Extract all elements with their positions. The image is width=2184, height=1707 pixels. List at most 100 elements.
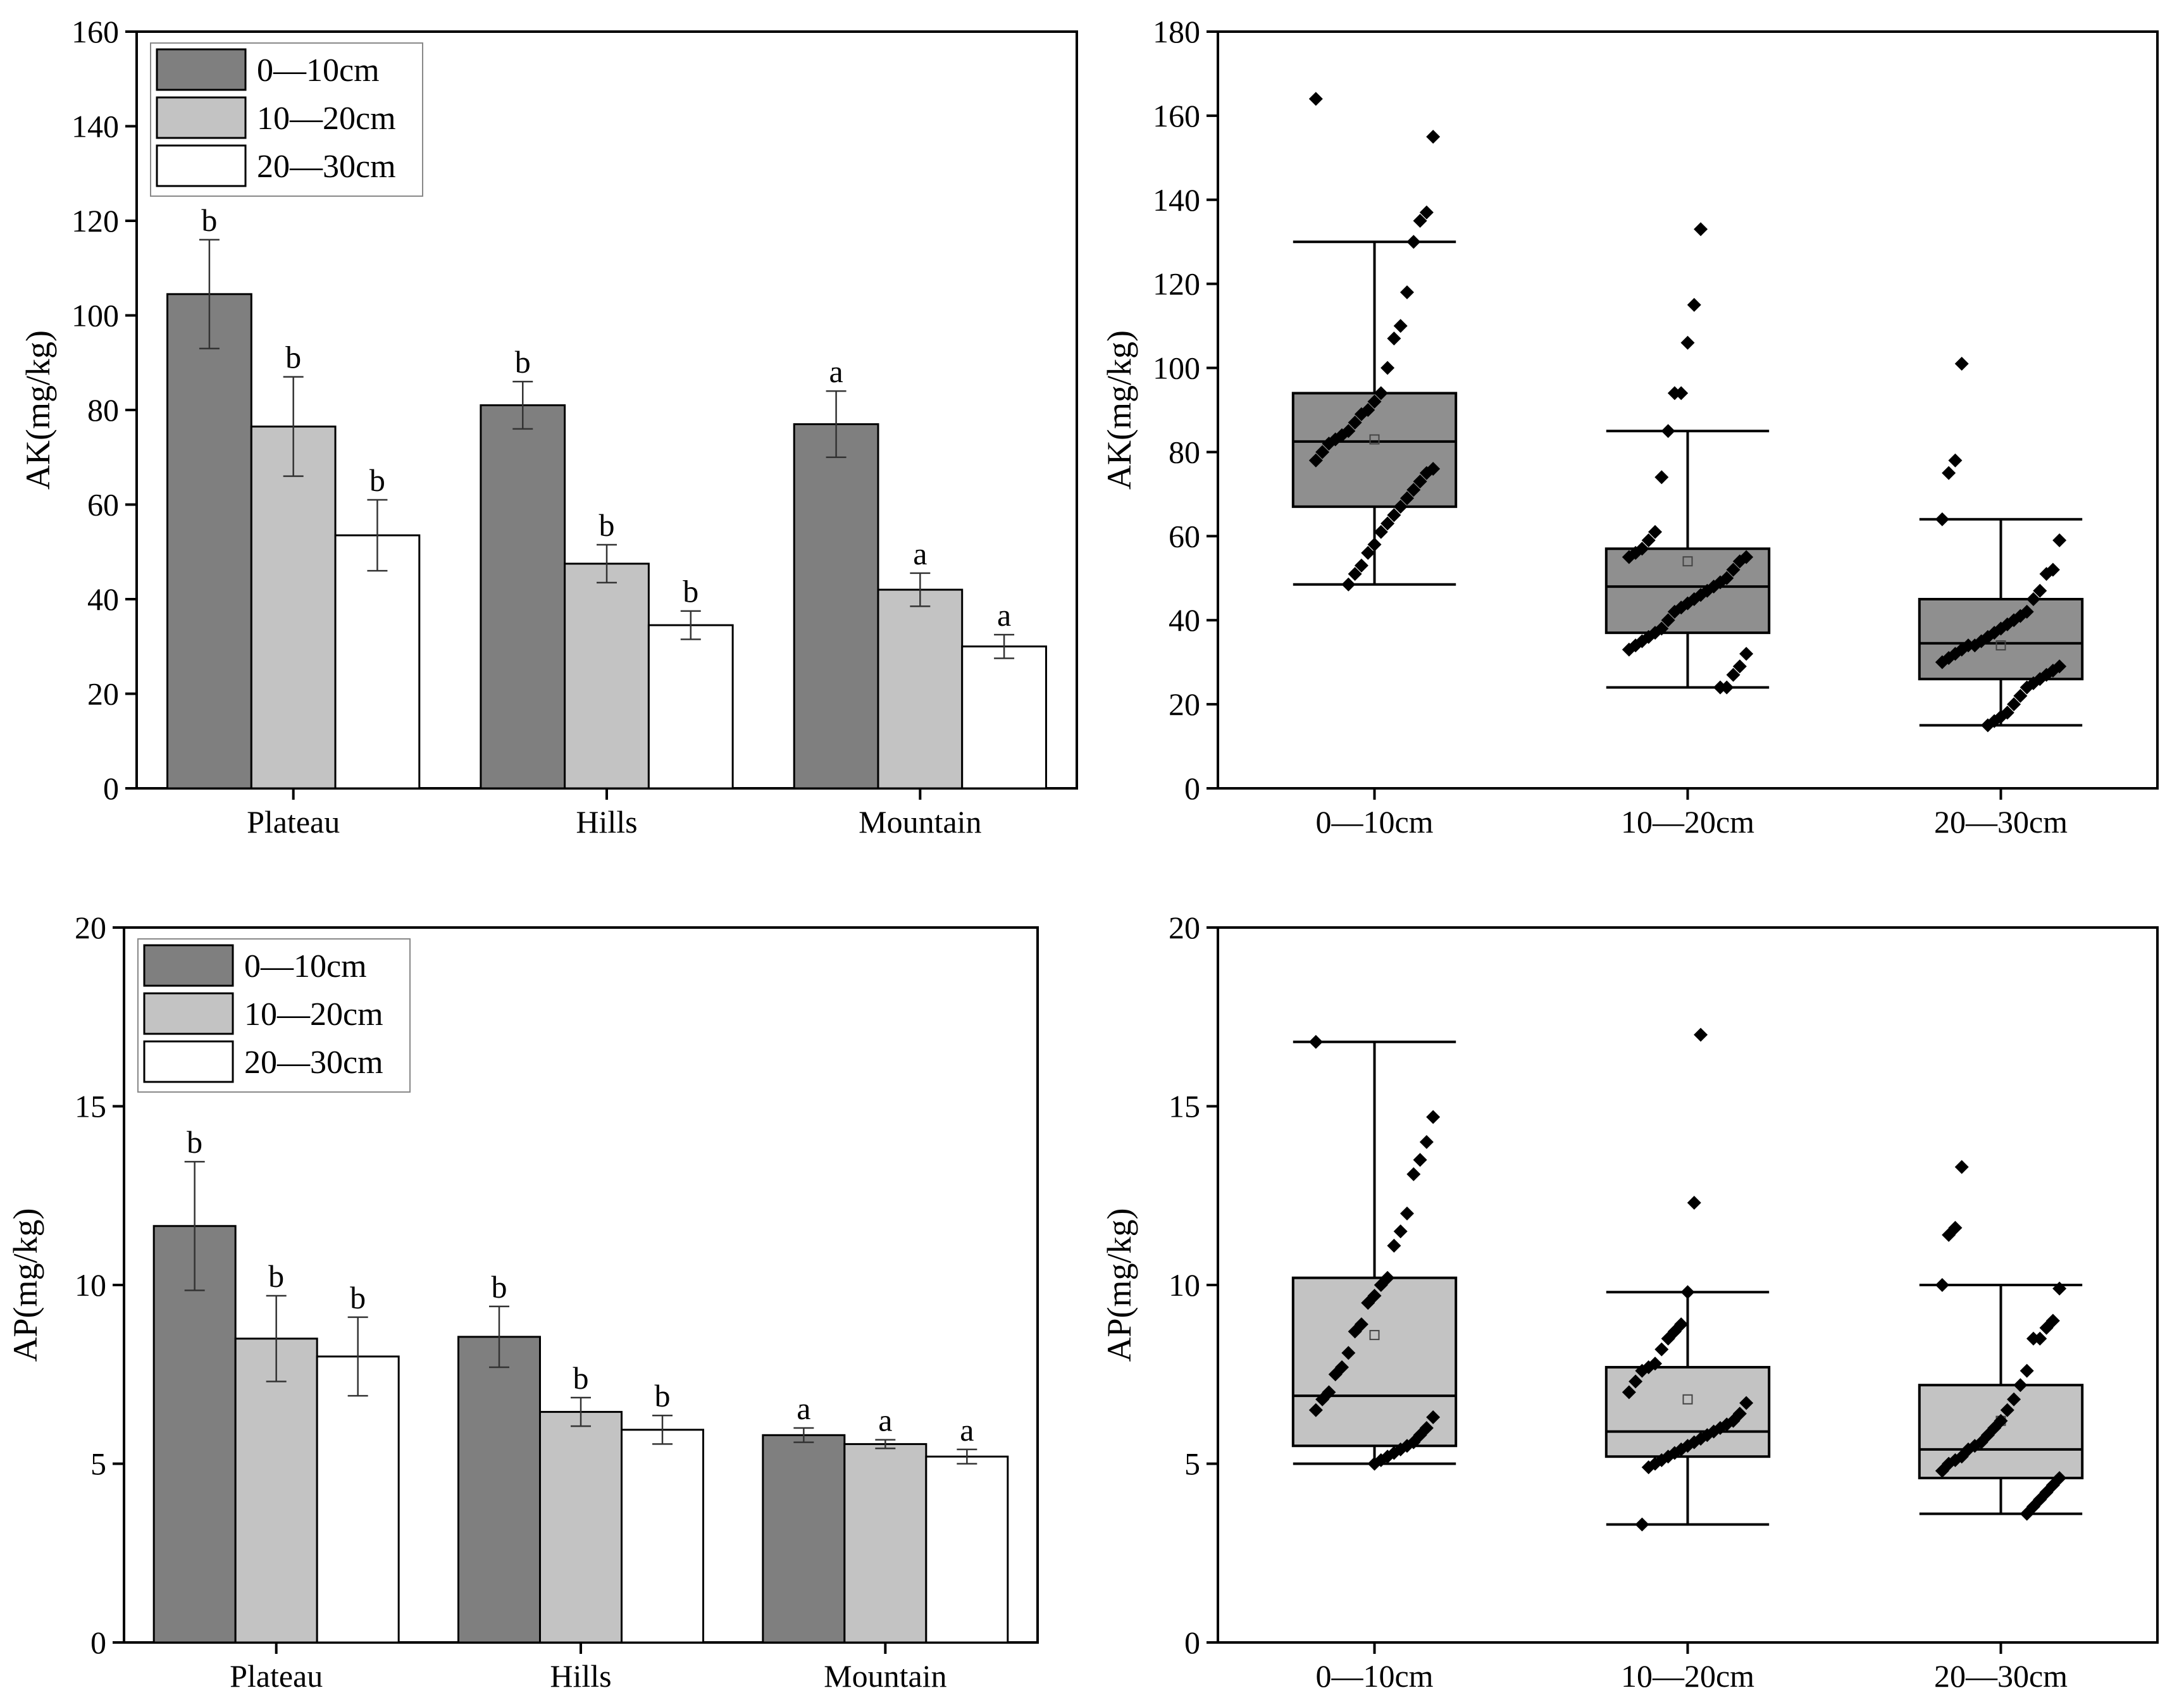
data-point (1667, 604, 1682, 619)
significance-letter: a (829, 354, 843, 389)
data-point (1622, 642, 1636, 657)
bar (961, 645, 1047, 790)
y-tick-label: 0 (1184, 771, 1200, 806)
data-point (1419, 466, 1434, 480)
bar (877, 588, 964, 790)
legend-entry: 0—10cm (244, 948, 367, 984)
data-point (1954, 1160, 1969, 1174)
y-tick-label: 40 (1169, 602, 1200, 638)
legend-swatch (156, 96, 247, 139)
y-tick-label: 0 (103, 771, 119, 806)
data-point (1348, 1324, 1362, 1339)
y-tick-label: 15 (1169, 1089, 1200, 1124)
significance-letter: b (268, 1258, 284, 1294)
bar (539, 1411, 623, 1644)
data-point (1315, 1392, 1330, 1406)
data-point (1413, 214, 1427, 228)
y-tick-label: 20 (1169, 686, 1200, 722)
y-tick-label: 80 (87, 392, 119, 428)
bar (250, 425, 337, 790)
bar (334, 534, 421, 790)
data-point (1381, 516, 1395, 531)
y-tick-label: 10 (1169, 1267, 1200, 1303)
data-point (1374, 525, 1388, 539)
data-point (1393, 1224, 1408, 1239)
significance-letter: b (369, 462, 385, 498)
y-axis-label: AP(mg/kg) (6, 1208, 44, 1362)
data-point (1406, 483, 1421, 497)
data-point (2020, 1506, 2034, 1521)
data-point (2033, 583, 2047, 598)
significance-letter: b (492, 1269, 507, 1305)
data-point (1308, 1403, 1323, 1417)
bar (166, 293, 252, 790)
legend-entry: 10—20cm (244, 996, 383, 1033)
data-point (1694, 1027, 1708, 1042)
data-point (1687, 1196, 1701, 1210)
data-point (2000, 1403, 2014, 1417)
data-point (2007, 1392, 2021, 1406)
data-point (1381, 361, 1395, 375)
legend-swatch (143, 992, 234, 1035)
x-tick-label: 10—20cm (1621, 804, 1754, 840)
data-point (1635, 1363, 1649, 1378)
data-point (1393, 319, 1408, 333)
data-point (1935, 655, 1949, 669)
y-tick-label: 0 (1184, 1625, 1200, 1660)
data-point (1935, 1278, 1949, 1292)
data-point (1739, 1396, 1754, 1410)
data-point (1661, 613, 1675, 628)
data-point (1406, 1167, 1421, 1181)
data-point (1635, 1517, 1649, 1532)
x-tick-label: 20—30cm (1934, 804, 2068, 840)
box-plot-top-right: 0 20 40 60 80 100 120 140 160 180 AK(mg/kg) 0—10cm 1… (1100, 14, 2159, 840)
data-point (1661, 1331, 1675, 1346)
legend-entry: 10—20cm (257, 101, 396, 137)
data-point (1393, 499, 1408, 514)
y-tick-label: 5 (90, 1446, 106, 1482)
bar-chart-bottom-left: 0 5 10 15 20 AP(mg/kg) Plateau b b b Hills b b b Mount… (6, 910, 1039, 1694)
box-plot-bottom-right: 0 5 10 15 20 AP(mg/kg) 0—10cm 10—20cm 20—30cm (1100, 910, 2159, 1694)
y-axis-label: AP(mg/kg) (1100, 1208, 1138, 1362)
y-tick-label: 40 (87, 581, 119, 617)
data-point (1361, 1296, 1375, 1310)
data-point (2026, 1331, 2040, 1346)
data-point (1661, 424, 1675, 438)
data-point (1426, 130, 1441, 144)
data-point (1387, 1238, 1401, 1253)
data-point (1954, 356, 1969, 371)
bar (925, 1455, 1009, 1644)
data-point (1399, 285, 1414, 299)
mean-marker (1682, 556, 1693, 567)
bar (793, 423, 879, 790)
data-point (1315, 445, 1330, 459)
data-point (1399, 491, 1414, 506)
data-point (2052, 1281, 2067, 1296)
data-point (1426, 1110, 1441, 1124)
data-point (1348, 567, 1362, 581)
significance-letter: b (573, 1360, 589, 1396)
y-tick-label: 120 (1153, 266, 1200, 302)
y-axis-label: AK(mg/kg) (1100, 330, 1138, 490)
data-point (1361, 545, 1375, 560)
bar (762, 1434, 846, 1644)
data-point (1935, 512, 1949, 526)
data-point (1732, 659, 1747, 674)
data-point (1354, 558, 1368, 573)
data-point (1367, 537, 1382, 552)
y-tick-label: 180 (1153, 14, 1200, 49)
y-tick-label: 100 (71, 298, 119, 333)
y-tick-label: 80 (1169, 434, 1200, 469)
data-point (2039, 567, 2054, 581)
bar (316, 1355, 400, 1644)
legend-swatch (156, 144, 247, 187)
data-point (1654, 470, 1669, 485)
data-point (1641, 533, 1656, 547)
mean-marker (1995, 640, 2006, 651)
data-point (1387, 508, 1401, 523)
y-tick-label: 120 (71, 203, 119, 239)
legend-entry: 0—10cm (257, 53, 380, 89)
x-tick-label: Plateau (247, 804, 340, 840)
data-point (1328, 1367, 1343, 1382)
